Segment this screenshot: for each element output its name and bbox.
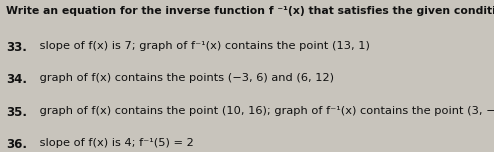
Text: slope of f(x) is 4; f⁻¹(5) = 2: slope of f(x) is 4; f⁻¹(5) = 2: [36, 138, 193, 148]
Text: slope of f(x) is 7; graph of f⁻¹(x) contains the point (13, 1): slope of f(x) is 7; graph of f⁻¹(x) cont…: [36, 41, 370, 51]
Text: graph of f(x) contains the points (−3, 6) and (6, 12): graph of f(x) contains the points (−3, 6…: [36, 73, 333, 83]
Text: 33.: 33.: [6, 41, 27, 54]
Text: Write an equation for the inverse function f ⁻¹(x) that satisfies the given cond: Write an equation for the inverse functi…: [6, 6, 494, 16]
Text: 35.: 35.: [6, 106, 27, 119]
Text: 36.: 36.: [6, 138, 27, 151]
Text: 34.: 34.: [6, 73, 27, 86]
Text: graph of f(x) contains the point (10, 16); graph of f⁻¹(x) contains the point (3: graph of f(x) contains the point (10, 16…: [36, 106, 494, 116]
